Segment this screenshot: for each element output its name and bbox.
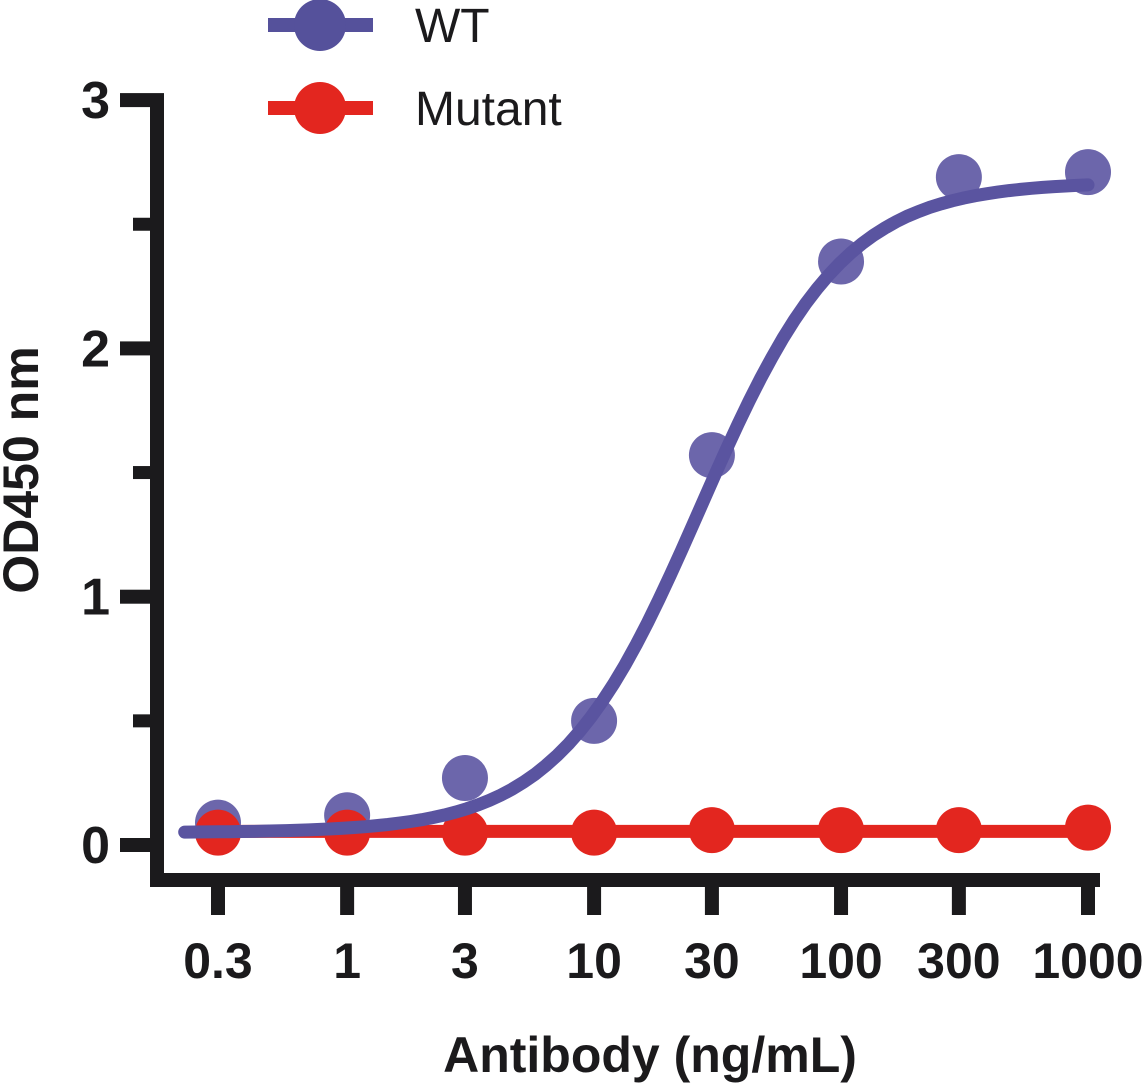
wt-point-300 [935,154,982,201]
x-tick-label-100: 100 [799,933,882,989]
mutant-point-100 [818,807,865,854]
mutant-point-3 [441,809,488,856]
wt-fit-curve [178,178,1095,839]
y-minor-tick-1.5 [133,466,150,480]
x-tick-3 [457,887,472,915]
mutant-point-30 [688,807,735,854]
x-tick-label-1000: 1000 [1032,933,1143,989]
y-tick-label-1: 1 [81,569,110,627]
y-axis-title: OD450 nm [0,346,49,593]
y-minor-tick-2.5 [133,217,150,231]
x-tick-label-1: 1 [333,933,361,989]
legend: WT Mutant [268,0,562,136]
x-tick-label-0.3: 0.3 [183,933,253,989]
x-tick-label-3: 3 [451,933,479,989]
y-tick-label-0: 0 [81,817,110,875]
x-tick-1 [340,887,355,915]
y-major-tick-0 [120,838,150,852]
x-tick-300 [951,887,966,915]
x-tick-label-30: 30 [684,933,740,989]
mutant-point-300 [935,807,982,854]
y-major-tick-2 [120,341,150,356]
x-tick-100 [834,887,849,915]
mutant-point-1000 [1065,804,1111,851]
y-minor-tick-0.5 [133,714,150,728]
mutant-point-10 [571,809,618,856]
axes-layer: 0 1 2 3 0.3 1 3 10 30 100 300 1000 [81,72,1144,989]
legend-wt-marker-swatch [294,0,346,51]
y-major-tick-1 [120,589,150,604]
legend-label-mutant: Mutant [415,83,562,136]
y-major-tick-3 [120,93,150,108]
x-tick-label-10: 10 [566,933,622,989]
y-tick-label-3: 3 [81,72,110,130]
x-tick-30 [704,887,719,915]
series-layer-under [195,149,1111,856]
legend-label-wt: WT [415,0,490,53]
x-axis-title: Antibody (ng/mL) [443,1027,857,1083]
x-tick-1000 [1081,887,1095,915]
wt-point-3 [441,754,488,801]
series-layer [178,178,1095,839]
x-tick-10 [587,887,602,915]
x-tick-0.3 [211,887,225,915]
y-tick-label-2: 2 [81,320,110,378]
y-axis-line [150,93,164,874]
x-tick-label-300: 300 [917,933,1000,989]
x-axis-line [150,873,1100,887]
legend-mutant-marker-swatch [294,82,346,134]
